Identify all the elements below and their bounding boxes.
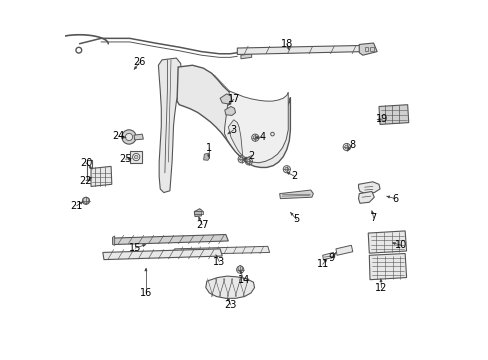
Text: 4: 4	[259, 132, 265, 142]
Polygon shape	[359, 43, 376, 55]
Circle shape	[246, 159, 250, 163]
Polygon shape	[224, 91, 287, 163]
Text: 15: 15	[129, 243, 141, 253]
Circle shape	[239, 157, 243, 161]
Polygon shape	[228, 120, 242, 156]
Text: 10: 10	[395, 240, 407, 250]
Polygon shape	[203, 153, 209, 160]
Polygon shape	[368, 253, 406, 280]
Polygon shape	[134, 134, 143, 140]
Polygon shape	[358, 192, 373, 203]
Circle shape	[238, 268, 242, 272]
Circle shape	[84, 199, 88, 203]
Polygon shape	[367, 231, 406, 253]
Polygon shape	[378, 105, 408, 125]
Circle shape	[344, 145, 348, 149]
Circle shape	[285, 167, 288, 171]
Text: 17: 17	[227, 94, 240, 104]
Polygon shape	[112, 234, 228, 244]
Polygon shape	[238, 265, 242, 271]
Bar	[130, 151, 142, 163]
Polygon shape	[358, 182, 379, 194]
Text: 24: 24	[112, 131, 124, 141]
Polygon shape	[205, 276, 254, 298]
Text: 2: 2	[248, 150, 254, 161]
Text: 13: 13	[213, 257, 225, 267]
Polygon shape	[174, 246, 269, 255]
Text: 27: 27	[196, 220, 208, 230]
Text: 23: 23	[224, 300, 237, 310]
Text: 6: 6	[391, 194, 397, 204]
Circle shape	[122, 130, 136, 144]
Text: 9: 9	[327, 253, 334, 263]
Polygon shape	[177, 65, 290, 167]
Text: 19: 19	[376, 114, 388, 124]
Text: 12: 12	[374, 283, 387, 293]
Text: 22: 22	[80, 176, 92, 186]
Polygon shape	[237, 45, 362, 54]
Polygon shape	[91, 166, 112, 186]
Text: 20: 20	[80, 158, 92, 168]
Text: 2: 2	[291, 171, 297, 181]
Bar	[193, 211, 202, 214]
Circle shape	[134, 155, 138, 159]
Polygon shape	[112, 236, 115, 245]
Text: 3: 3	[230, 125, 236, 135]
Bar	[369, 46, 373, 51]
Text: 26: 26	[133, 57, 146, 67]
Text: 16: 16	[140, 288, 152, 298]
Text: 5: 5	[293, 215, 299, 224]
Polygon shape	[241, 54, 251, 59]
Text: 25: 25	[119, 154, 131, 164]
Text: 7: 7	[370, 213, 376, 222]
Polygon shape	[194, 209, 202, 217]
Text: 1: 1	[205, 143, 211, 153]
Text: 21: 21	[70, 201, 82, 211]
Polygon shape	[279, 190, 313, 199]
Polygon shape	[335, 245, 352, 255]
Polygon shape	[224, 107, 235, 116]
Circle shape	[132, 153, 140, 161]
Text: 8: 8	[348, 140, 354, 150]
Polygon shape	[322, 252, 334, 260]
Text: 11: 11	[316, 259, 328, 269]
Bar	[364, 46, 367, 51]
Bar	[87, 160, 92, 180]
Circle shape	[125, 134, 132, 140]
Polygon shape	[220, 94, 231, 104]
Polygon shape	[158, 58, 182, 193]
Polygon shape	[83, 197, 89, 204]
Circle shape	[253, 136, 257, 140]
Polygon shape	[102, 249, 222, 260]
Text: 14: 14	[237, 275, 249, 285]
Text: 18: 18	[280, 39, 292, 49]
